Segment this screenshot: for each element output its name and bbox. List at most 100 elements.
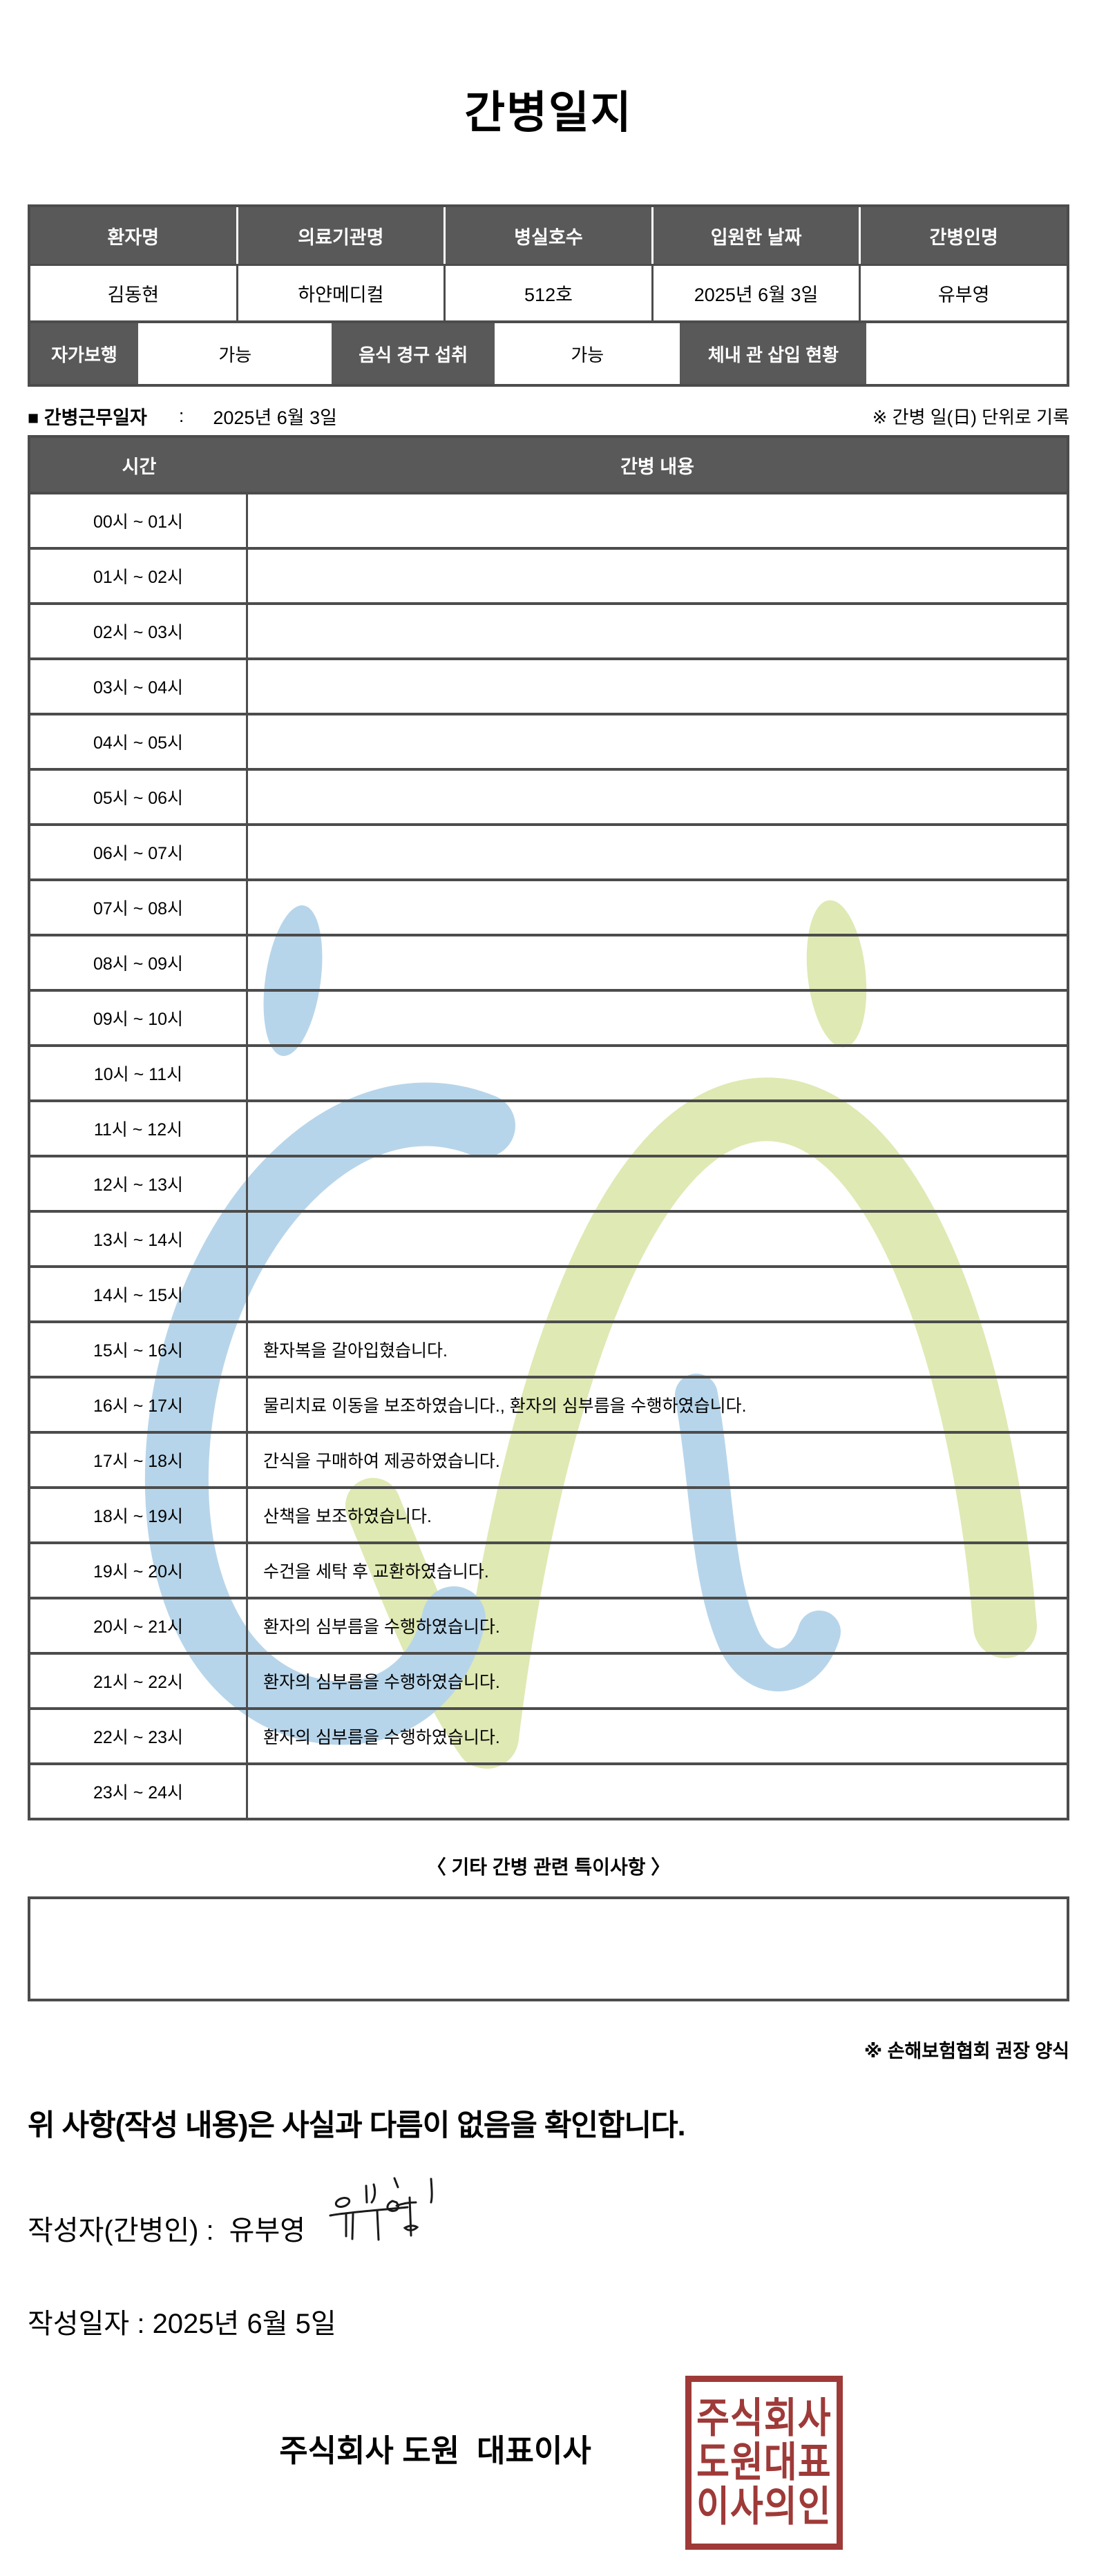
care-row-time: 16시 ~ 17시 bbox=[30, 1378, 248, 1431]
care-row-content bbox=[248, 826, 1067, 878]
info-value-cell: 유부영 bbox=[861, 264, 1067, 320]
insurance-form-note: ※ 손해보험협회 권장 양식 bbox=[864, 2041, 1069, 2061]
care-row-time: 03시 ~ 04시 bbox=[30, 660, 248, 713]
handwritten-signature bbox=[329, 2177, 433, 2241]
content-column-header: 간병 내용 bbox=[620, 456, 694, 477]
care-row-time: 15시 ~ 16시 bbox=[30, 1323, 248, 1376]
info-header-cell: 병실호수 bbox=[446, 207, 654, 264]
patient-info-value-row: 김동현 하얀메디컬 512호 2025년 6월 3일 유부영 bbox=[30, 264, 1067, 320]
care-table-body: 00시 ~ 01시 01시 ~ 02시 02시 ~ 03시 03시 ~ 04시 04시 … bbox=[30, 492, 1067, 1818]
self-walking-value: 가능 bbox=[137, 323, 332, 384]
care-row-content bbox=[248, 881, 1067, 934]
care-table-row: 16시 ~ 17시 물리치료 이동을 보조하였습니다., 환자의 심부름을 수행하… bbox=[30, 1376, 1067, 1431]
care-table-row: 09시 ~ 10시 bbox=[30, 989, 1067, 1044]
written-date-line: 작성일자 : 2025년 6월 5일 bbox=[28, 2301, 1069, 2341]
info-value-cell: 2025년 6월 3일 bbox=[653, 264, 861, 320]
seal-text-line: 주식회사 bbox=[696, 2394, 832, 2441]
care-row-content: 환자의 심부름을 수행하였습니다. bbox=[263, 1728, 500, 1747]
care-row-time: 02시 ~ 03시 bbox=[30, 605, 248, 657]
care-row-content bbox=[248, 605, 1067, 657]
info-value-cell: 김동현 bbox=[30, 264, 238, 320]
care-row-time: 18시 ~ 19시 bbox=[30, 1489, 248, 1541]
company-signoff-row: 주식회사 도원 대표이사 주식회사 도원대표 이사의인 bbox=[28, 2369, 1069, 2576]
care-row-time: 07시 ~ 08시 bbox=[30, 881, 248, 934]
care-table-row: 03시 ~ 04시 bbox=[30, 657, 1067, 713]
care-row-time: 04시 ~ 05시 bbox=[30, 715, 248, 768]
written-date-value: 2025년 6월 5일 bbox=[152, 2309, 336, 2339]
care-row-time: 08시 ~ 09시 bbox=[30, 936, 248, 989]
daily-record-note: ※ 간병 일(日) 단위로 기록 bbox=[872, 406, 1069, 427]
care-table-row: 22시 ~ 23시 환자의 심부름을 수행하였습니다. bbox=[30, 1707, 1067, 1762]
info-value-cell: 하얀메디컬 bbox=[238, 264, 446, 320]
care-table-row: 14시 ~ 15시 bbox=[30, 1265, 1067, 1320]
care-table-row: 04시 ~ 05시 bbox=[30, 713, 1067, 768]
oral-intake-value: 가능 bbox=[494, 323, 680, 384]
care-table-row: 23시 ~ 24시 bbox=[30, 1762, 1067, 1818]
care-row-content: 물리치료 이동을 보조하였습니다., 환자의 심부름을 수행하였습니다. bbox=[263, 1396, 747, 1416]
care-table-row: 07시 ~ 08시 bbox=[30, 878, 1067, 934]
care-diary-document: 간병일지 환자명 의료기관명 병실호수 입원한 날짜 간병인명 김동현 하얀메디컬 512호… bbox=[28, 88, 1069, 2550]
work-date-colon: : bbox=[178, 405, 184, 426]
care-table-row: 02시 ~ 03시 bbox=[30, 602, 1067, 657]
care-table-row: 20시 ~ 21시 환자의 심부름을 수행하였습니다. bbox=[30, 1597, 1067, 1652]
care-row-time: 23시 ~ 24시 bbox=[30, 1765, 248, 1818]
care-row-content: 산책을 보조하였습니다. bbox=[263, 1507, 432, 1526]
care-table-row: 19시 ~ 20시 수건을 세탁 후 교환하였습니다. bbox=[30, 1541, 1067, 1597]
care-table-row: 12시 ~ 13시 bbox=[30, 1155, 1067, 1210]
patient-info-table: 환자명 의료기관명 병실호수 입원한 날짜 간병인명 김동현 하얀메디컬 512호 2025년… bbox=[28, 204, 1069, 387]
writer-name: 유부영 bbox=[229, 2215, 306, 2246]
care-row-time: 19시 ~ 20시 bbox=[30, 1544, 248, 1597]
tube-insertion-value bbox=[866, 323, 1067, 384]
care-table-row: 01시 ~ 02시 bbox=[30, 547, 1067, 602]
care-row-content: 환자의 심부름을 수행하였습니다. bbox=[263, 1617, 500, 1637]
care-table-row: 21시 ~ 22시 환자의 심부름을 수행하였습니다. bbox=[30, 1652, 1067, 1707]
work-date-line: ■ 간병근무일자 : 2025년 6월 3일 ※ 간병 일(日) 단위로 기록 bbox=[28, 403, 1069, 428]
info-header-cell: 환자명 bbox=[30, 207, 238, 264]
care-row-time: 14시 ~ 15시 bbox=[30, 1268, 248, 1320]
care-row-content bbox=[248, 771, 1067, 823]
care-row-time: 01시 ~ 02시 bbox=[30, 550, 248, 602]
care-row-content bbox=[248, 1268, 1067, 1320]
care-row-content bbox=[248, 1765, 1067, 1818]
seal-text-line: 도원대표 bbox=[696, 2439, 832, 2486]
care-row-content bbox=[248, 550, 1067, 602]
care-row-time: 05시 ~ 06시 bbox=[30, 771, 248, 823]
care-row-content: 환자의 심부름을 수행하였습니다. bbox=[263, 1673, 500, 1692]
care-row-content: 수건을 세탁 후 교환하였습니다. bbox=[263, 1562, 489, 1582]
care-row-content bbox=[248, 660, 1067, 713]
care-row-content: 간식을 구매하여 제공하였습니다. bbox=[263, 1452, 500, 1471]
care-row-time: 06시 ~ 07시 bbox=[30, 826, 248, 878]
info-header-cell: 입원한 날짜 bbox=[653, 207, 861, 264]
info-header-cell: 간병인명 bbox=[861, 207, 1067, 264]
confirmation-statement: 위 사항(작성 내용)은 사실과 다름이 없음을 확인합니다. bbox=[28, 2109, 686, 2142]
care-row-content bbox=[248, 1047, 1067, 1099]
care-table-header: 시간 간병 내용 bbox=[30, 438, 1067, 492]
care-table-row: 11시 ~ 12시 bbox=[30, 1099, 1067, 1155]
care-table-row: 10시 ~ 11시 bbox=[30, 1044, 1067, 1099]
patient-info-header-row: 환자명 의료기관명 병실호수 입원한 날짜 간병인명 bbox=[30, 207, 1067, 264]
info-value-cell: 512호 bbox=[446, 264, 654, 320]
care-table-row: 05시 ~ 06시 bbox=[30, 768, 1067, 823]
page-title: 간병일지 bbox=[464, 88, 633, 137]
care-table-row: 06시 ~ 07시 bbox=[30, 823, 1067, 878]
work-date-value: 2025년 6월 3일 bbox=[213, 407, 337, 428]
care-row-time: 20시 ~ 21시 bbox=[30, 1599, 248, 1652]
care-row-time: 10시 ~ 11시 bbox=[30, 1047, 248, 1099]
care-row-content bbox=[248, 936, 1067, 989]
work-date-label: ■ 간병근무일자 bbox=[28, 407, 147, 428]
care-log-table: 시간 간병 내용 00시 ~ 01시 01시 ~ 02시 02시 ~ 03시 03시 … bbox=[28, 435, 1069, 1820]
care-table-row: 17시 ~ 18시 간식을 구매하여 제공하였습니다. bbox=[30, 1431, 1067, 1486]
care-row-content bbox=[248, 1213, 1067, 1265]
special-notes-box bbox=[28, 1896, 1069, 2001]
care-table-row: 00시 ~ 01시 bbox=[30, 492, 1067, 547]
care-row-content bbox=[248, 494, 1067, 547]
corporate-seal: 주식회사 도원대표 이사의인 bbox=[685, 2376, 843, 2550]
oral-intake-label: 음식 경구 섭취 bbox=[332, 323, 495, 384]
care-row-content bbox=[248, 715, 1067, 768]
care-row-time: 12시 ~ 13시 bbox=[30, 1157, 248, 1210]
care-row-content bbox=[248, 1102, 1067, 1155]
care-row-content bbox=[248, 992, 1067, 1044]
care-table-row: 15시 ~ 16시 환자복을 갈아입혔습니다. bbox=[30, 1320, 1067, 1376]
care-table-row: 13시 ~ 14시 bbox=[30, 1210, 1067, 1265]
care-row-time: 00시 ~ 01시 bbox=[30, 494, 248, 547]
